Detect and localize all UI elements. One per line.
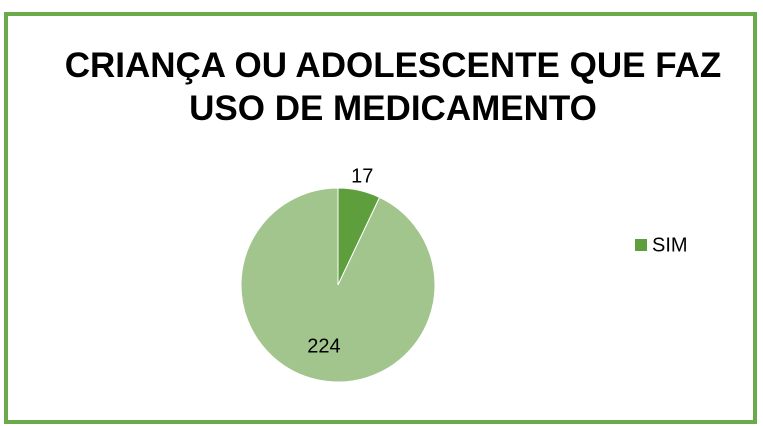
chart-frame: [4, 12, 757, 424]
pie-slice: [240, 187, 436, 383]
data-label: 17: [351, 165, 373, 187]
legend-swatch: [635, 239, 647, 251]
data-label: 224: [307, 336, 340, 358]
chart-title: CRIANÇA OU ADOLESCENTE QUE FAZ USO DE ME…: [64, 46, 722, 128]
legend-label: SIM: [652, 234, 688, 256]
